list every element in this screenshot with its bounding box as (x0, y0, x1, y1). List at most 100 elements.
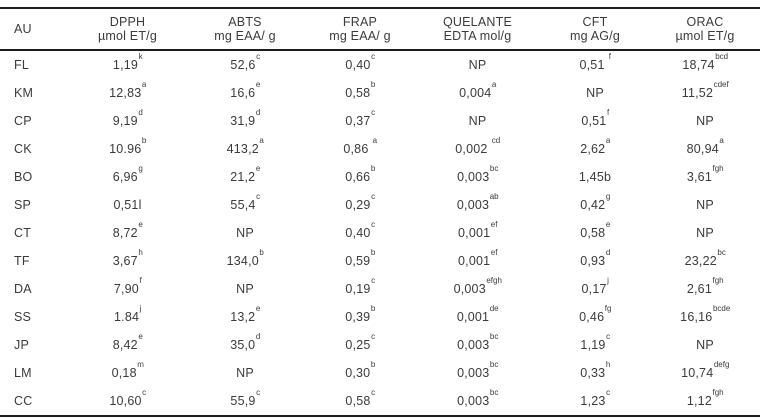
cell-value: 3,61 (686, 170, 712, 184)
table-cell: 1,19k (70, 50, 185, 79)
cell-value: NP (586, 86, 604, 100)
table-cell: NP (185, 219, 305, 247)
cell-value: 10.96 (109, 142, 142, 156)
cell-value: 0,19 (345, 282, 371, 296)
cell-value: 1,23 (580, 394, 606, 408)
table-cell: 10.96b (70, 135, 185, 163)
table-cell: 1,23c (540, 387, 650, 416)
table-cell: 0,18m (70, 359, 185, 387)
table-cell: NP (650, 107, 760, 135)
table-cell: 16,16bcde (650, 303, 760, 331)
cell-value: 9,19 (112, 114, 138, 128)
significance-superscript: ef (490, 248, 498, 258)
table-row: FL 1,19k 52,6c 0,40c NP 0,51 f 18,74bcd (0, 50, 760, 79)
cell-value: 0,58 (345, 394, 371, 408)
table-cell: 8,42e (70, 331, 185, 359)
table-cell: 0,003bc (415, 163, 540, 191)
cell-value: NP (696, 114, 714, 128)
table-cell: 0,37c (305, 107, 415, 135)
table-cell: NP (185, 275, 305, 303)
row-label: TF (14, 254, 30, 268)
cell-value: 1.84 (114, 310, 140, 324)
table-cell: 10,60c (70, 387, 185, 416)
table-cell: 0,001de (415, 303, 540, 331)
significance-superscript: d (255, 108, 261, 118)
significance-superscript: e (255, 80, 261, 90)
column-header-frap: FRAP mg EAA/ g (305, 8, 415, 50)
table-row: KM 12,83a 16,6e 0,58b 0,004a NP 11,52cdef (0, 79, 760, 107)
cell-value: 8,42 (112, 338, 138, 352)
significance-superscript: a (605, 136, 611, 146)
header-line1: QUELANTE (443, 15, 512, 29)
significance-superscript: bcd (715, 52, 729, 62)
cell-value: 0,002 (455, 142, 492, 156)
table-cell: 2,61fgh (650, 275, 760, 303)
significance-superscript: b (370, 164, 376, 174)
significance-superscript: bc (717, 248, 726, 258)
cell-value: 23,22 (684, 254, 717, 268)
table-cell: 80,94a (650, 135, 760, 163)
table-cell: 3,67h (70, 247, 185, 275)
significance-superscript: g (138, 164, 143, 174)
cell-value: 2,62 (580, 142, 606, 156)
header-row: AU DPPH µmol ET/g ABTS mg EAA/ g FRAP mg EAA/… (0, 8, 760, 50)
cell-value: 3,67 (112, 254, 138, 268)
cell-value: 52,6 (230, 58, 256, 72)
row-label: DA (14, 282, 32, 296)
significance-superscript: cd (491, 136, 501, 146)
header-line2: mg EAA/ g (214, 29, 276, 43)
table-row: SP 0,51l 55,4c 0,29c 0,003ab 0,42g NP (0, 191, 760, 219)
header-line1: ORAC (686, 15, 724, 29)
table-cell: 0,003bc (415, 387, 540, 416)
cell-value: NP (468, 114, 487, 128)
significance-superscript: c (256, 52, 261, 62)
significance-superscript: m (137, 360, 144, 370)
significance-superscript: de (489, 304, 499, 314)
significance-superscript: b (370, 80, 376, 90)
table-cell: 8,72e (70, 219, 185, 247)
cell-value: 0,003 (457, 170, 490, 184)
table-cell: 0,42g (540, 191, 650, 219)
table-cell: 0,58e (540, 219, 650, 247)
column-header-au: AU (14, 22, 32, 36)
row-label: SP (14, 198, 32, 212)
significance-superscript: d (255, 332, 261, 342)
significance-superscript: ef (490, 220, 498, 230)
cell-value: 0,51 (581, 114, 607, 128)
table-cell: 413,2a (185, 135, 305, 163)
cell-value: NP (236, 366, 254, 380)
cell-value: 13,2 (230, 310, 256, 324)
cell-value: 16,6 (230, 86, 256, 100)
header-line2: mg EAA/ g (329, 29, 391, 43)
table-row: JP 8,42e 35,0d 0,25c 0,003bc 1,19c NP (0, 331, 760, 359)
table-cell: NP (415, 107, 540, 135)
table-row: CP 9,19d 31,9d 0,37c NP 0,51f NP (0, 107, 760, 135)
table-cell: NP (650, 191, 760, 219)
significance-superscript: a (719, 136, 724, 146)
cell-value: 11,52 (681, 86, 714, 100)
table-cell: 16,6e (185, 79, 305, 107)
significance-superscript: fgh (712, 164, 724, 174)
table-cell: 2,62a (540, 135, 650, 163)
table-cell: 0,58c (305, 387, 415, 416)
table-row: BO 6,96g 21,2e 0,66b 0,003bc 1,45b 3,61fgh (0, 163, 760, 191)
cell-value: 0,18 (111, 366, 137, 380)
table-cell: 0,17j (540, 275, 650, 303)
cell-value: 0,004 (459, 86, 492, 100)
row-label: CP (14, 114, 32, 128)
cell-value: 1,12 (686, 394, 712, 408)
cell-value: 12,83 (109, 86, 142, 100)
header-line2: mg AG/g (569, 29, 621, 43)
table-cell: 0,39b (305, 303, 415, 331)
significance-superscript: bcde (712, 304, 731, 314)
significance-superscript: j (139, 304, 142, 314)
table-cell: 0,19c (305, 275, 415, 303)
row-label: CK (14, 142, 32, 156)
cell-value: NP (696, 198, 714, 212)
column-header-dpph: DPPH µmol ET/g (70, 8, 185, 50)
significance-superscript: b (259, 248, 264, 258)
significance-superscript: efgh (486, 276, 502, 286)
significance-superscript: e (255, 304, 261, 314)
cell-value: 0,86 (343, 142, 373, 156)
